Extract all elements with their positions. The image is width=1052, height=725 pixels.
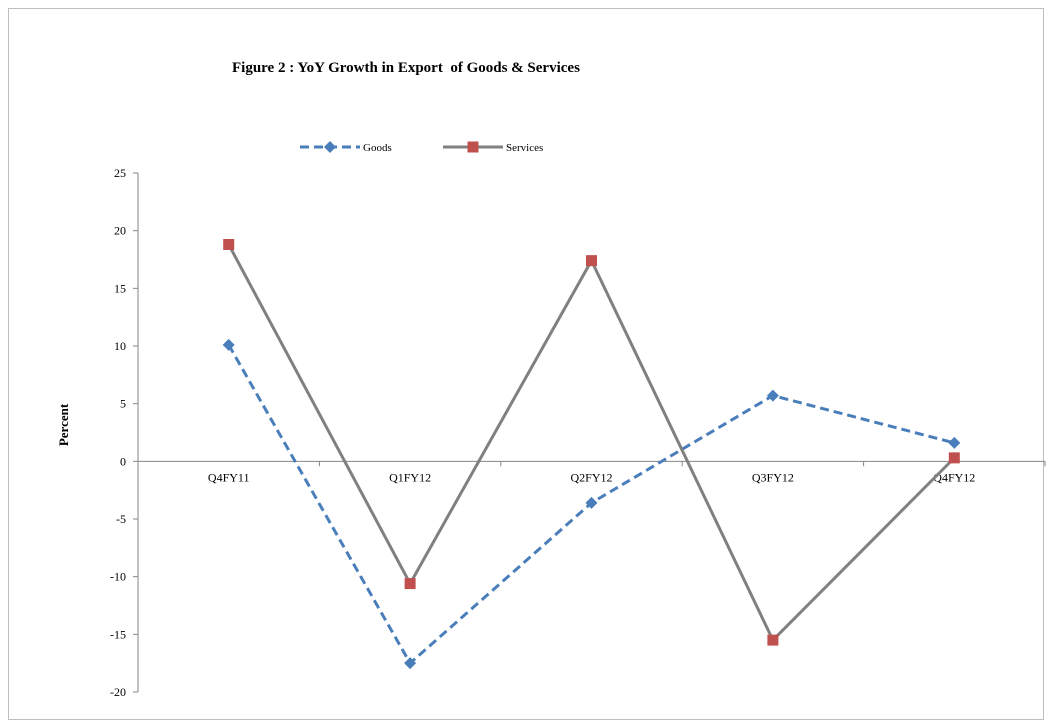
services-line [227, 243, 956, 642]
x-tick-label: Q3FY12 [752, 470, 794, 484]
legend: Goods Services [300, 141, 543, 154]
series-layer [222, 239, 961, 670]
services-point [767, 634, 779, 646]
y-tick-label: 5 [120, 397, 126, 411]
services-point [223, 239, 235, 251]
y-tick-label: 15 [114, 281, 126, 295]
goods-point [222, 338, 235, 351]
y-tick-label: -15 [110, 627, 126, 641]
axes: 25 20 15 10 5 0 -5 -10 -15 -20 Q4FY11 Q1FY12 Q2FY12 Q… [110, 166, 1046, 699]
y-tick-label: 25 [114, 166, 126, 180]
goods-point [948, 436, 961, 449]
services-point [948, 452, 960, 464]
legend-marker-goods [324, 141, 336, 153]
services-point [586, 255, 597, 267]
goods-series [222, 338, 961, 670]
legend-label-goods: Goods [363, 142, 392, 154]
y-tick-label: 0 [120, 454, 126, 468]
y-tick-label: -10 [110, 570, 126, 584]
legend-item-goods: Goods [300, 141, 392, 154]
x-tick-label: Q1FY12 [389, 470, 431, 484]
chart-frame [8, 8, 1044, 720]
x-tick-label: Q4FY11 [208, 470, 250, 484]
goods-point [766, 389, 779, 402]
chart-title: Figure 2 : YoY Growth in Export of Goods… [232, 60, 580, 76]
y-tick-label: 20 [114, 224, 126, 238]
y-tick-label: -5 [116, 512, 126, 526]
legend-item-services: Services [443, 141, 543, 154]
x-tick-label: Q4FY12 [933, 470, 975, 484]
services-series [223, 239, 960, 646]
y-tick-label: 10 [114, 339, 126, 353]
legend-label-services: Services [506, 142, 543, 154]
goods-point [404, 657, 417, 670]
services-point [404, 578, 416, 590]
x-tick-label: Q2FY12 [570, 470, 612, 484]
y-tick-label: -20 [110, 685, 126, 699]
legend-marker-services [467, 141, 479, 153]
goods-point [585, 496, 598, 509]
